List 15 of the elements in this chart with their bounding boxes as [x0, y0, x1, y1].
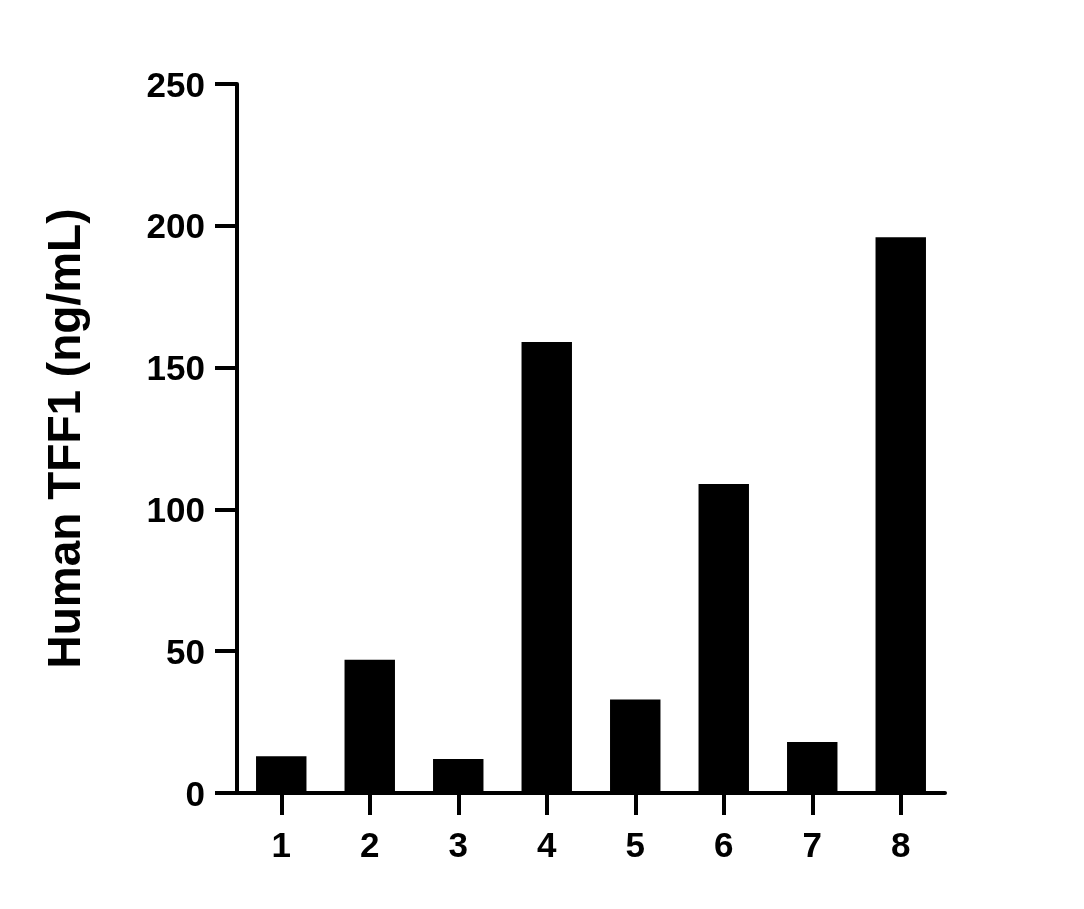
y-tick-label: 50	[166, 631, 205, 671]
x-tick-label: 7	[802, 825, 822, 864]
y-tick-label: 150	[146, 348, 205, 388]
x-tick-label: 5	[625, 825, 645, 864]
y-tick-label: 250	[146, 64, 205, 104]
x-tick-label: 2	[360, 825, 380, 864]
x-tick-label: 6	[714, 825, 734, 864]
x-tick-label: 1	[271, 825, 291, 864]
x-tick-label: 3	[448, 825, 468, 864]
x-tick-label: 8	[891, 825, 911, 864]
y-tick-label: 0	[185, 773, 205, 813]
x-tick-label: 4	[537, 825, 558, 864]
y-tick-label: 100	[146, 489, 205, 529]
y-axis-title: Human TFF1 (ng/mL)	[38, 208, 90, 669]
y-tick-label: 200	[146, 206, 205, 246]
